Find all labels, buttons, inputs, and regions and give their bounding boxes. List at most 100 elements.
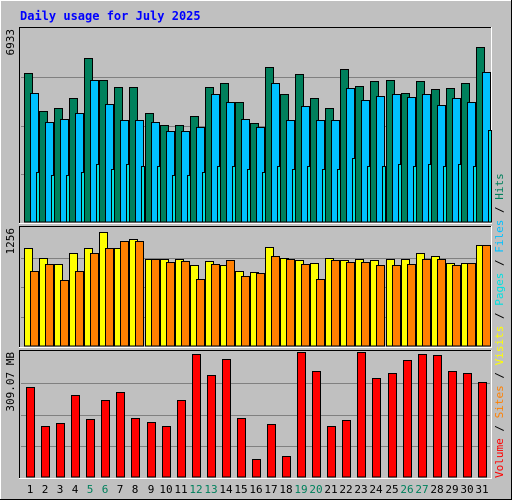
bar-volume-day-23 — [357, 352, 366, 478]
legend-item-volume: Volume — [493, 438, 506, 478]
x-tick-label-29: 29 — [445, 483, 458, 496]
bar-files-day-2 — [45, 122, 54, 223]
chart-title: Daily usage for July 2025 — [20, 9, 201, 23]
x-tick-label-18: 18 — [279, 483, 292, 496]
bar-files-day-29 — [452, 98, 461, 223]
bar-pages-day-10 — [172, 175, 176, 223]
bar-pages-day-12 — [202, 172, 206, 223]
bar-pages-day-29 — [458, 164, 462, 223]
bar-volume-day-16 — [252, 459, 261, 478]
x-axis-labels: 1 2 3 4 5 6 7 8 9 10 11 12 13 14 15 16 17 18 19 20 21 22 23 24 2… — [27, 483, 489, 496]
x-tick-label-20: 20 — [309, 483, 322, 496]
bar-volume-day-4 — [71, 395, 80, 478]
bar-volume-day-9 — [147, 422, 156, 478]
x-tick-label-26: 26 — [400, 483, 413, 496]
bar-sites-day-13 — [211, 264, 220, 347]
chart-legend: Volume / Sites / Visits / Pages / Files … — [493, 173, 506, 478]
bar-volume-day-20 — [312, 371, 321, 478]
bar-pages-day-8 — [141, 166, 145, 223]
x-tick-label-23: 23 — [354, 483, 367, 496]
bar-pages-day-21 — [337, 169, 341, 223]
bar-sites-day-18 — [286, 259, 295, 347]
scale-label: 1256 — [4, 228, 17, 255]
x-tick-label-8: 8 — [132, 483, 139, 496]
x-tick-label-31: 31 — [475, 483, 488, 496]
bar-pages-day-7 — [126, 164, 130, 223]
bar-files-day-4 — [75, 113, 84, 223]
bar-files-day-28 — [437, 105, 446, 223]
x-tick-label-11: 11 — [174, 483, 187, 496]
bar-volume-day-3 — [56, 423, 65, 478]
x-tick-label-5: 5 — [87, 483, 94, 496]
x-tick-label-16: 16 — [249, 483, 262, 496]
bar-pages-day-17 — [277, 166, 281, 223]
bar-volume-day-14 — [222, 359, 231, 478]
x-tick-label-28: 28 — [430, 483, 443, 496]
bar-files-day-14 — [226, 102, 235, 223]
bar-sites-day-20 — [316, 279, 325, 347]
bar-pages-day-23 — [367, 166, 371, 223]
bar-files-day-23 — [361, 100, 370, 223]
x-tick-label-24: 24 — [369, 483, 383, 496]
x-tick-label-6: 6 — [102, 483, 109, 496]
panel-visits_sites: 1256 — [4, 226, 492, 348]
bar-sites-day-15 — [241, 276, 250, 347]
bar-pages-day-27 — [428, 164, 432, 223]
bar-sites-day-17 — [271, 256, 280, 347]
bar-pages-day-20 — [322, 169, 326, 223]
bar-pages-day-28 — [443, 166, 447, 223]
legend-text: Volume / Sites / Visits / Pages / Files … — [493, 173, 506, 478]
bar-sites-day-16 — [256, 273, 265, 347]
bar-volume-day-1 — [26, 387, 35, 478]
bars-hits_files_pages — [24, 47, 492, 223]
bar-volume-day-13 — [207, 375, 216, 478]
bar-sites-day-1 — [30, 271, 39, 347]
bar-volume-day-26 — [403, 360, 412, 478]
bar-volume-day-6 — [101, 400, 110, 478]
bar-sites-day-10 — [166, 262, 175, 347]
bar-volume-day-31 — [478, 382, 487, 478]
bar-pages-day-4 — [81, 172, 85, 223]
x-tick-label-27: 27 — [415, 483, 428, 496]
x-tick-label-3: 3 — [57, 483, 64, 496]
bar-pages-day-19 — [307, 166, 311, 223]
bar-pages-day-31 — [488, 130, 492, 223]
bar-volume-day-10 — [162, 426, 171, 478]
panel-frame — [19, 350, 492, 479]
bar-pages-day-11 — [187, 175, 191, 223]
bar-files-day-22 — [346, 88, 355, 223]
bar-files-day-13 — [211, 94, 220, 223]
bar-volume-day-18 — [282, 456, 291, 478]
x-tick-label-25: 25 — [385, 483, 398, 496]
bar-pages-day-1 — [36, 172, 40, 223]
bars-volume — [26, 352, 487, 478]
legend-separator: / — [493, 365, 506, 385]
bar-sites-day-24 — [376, 265, 385, 347]
bar-pages-day-30 — [473, 166, 477, 223]
bar-files-day-19 — [301, 106, 310, 223]
bar-files-day-6 — [105, 104, 114, 223]
bar-sites-day-22 — [346, 262, 355, 347]
chart-panels: 6933 1256 309.07 MB — [4, 27, 492, 479]
bar-volume-day-27 — [418, 354, 427, 478]
legend-item-sites: Sites — [493, 385, 506, 418]
bar-volume-day-22 — [342, 420, 351, 478]
x-tick-label-2: 2 — [42, 483, 49, 496]
x-tick-label-21: 21 — [324, 483, 337, 496]
bar-volume-day-2 — [41, 426, 50, 478]
x-tick-label-14: 14 — [219, 483, 233, 496]
x-tick-label-19: 19 — [294, 483, 307, 496]
bar-volume-day-7 — [116, 392, 125, 478]
bar-pages-day-2 — [51, 175, 55, 223]
bar-pages-day-13 — [217, 166, 221, 223]
bar-pages-day-15 — [247, 169, 251, 223]
bar-files-day-1 — [30, 93, 39, 223]
bar-sites-day-29 — [452, 265, 461, 347]
bar-sites-day-9 — [151, 259, 160, 347]
bar-volume-day-17 — [267, 424, 276, 478]
bar-sites-day-27 — [422, 259, 431, 347]
bar-files-day-30 — [467, 102, 476, 223]
bar-volume-day-24 — [372, 378, 381, 478]
bar-volume-day-21 — [327, 426, 336, 478]
